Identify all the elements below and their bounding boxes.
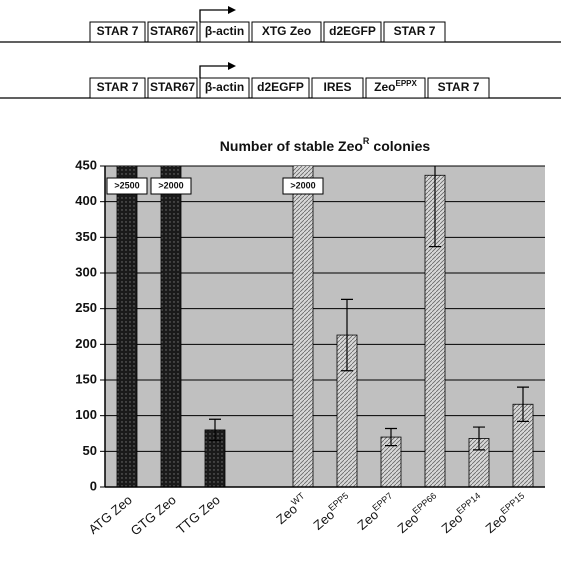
element-text: β-actin bbox=[205, 80, 244, 94]
construct-box bbox=[89, 21, 146, 43]
error-bar bbox=[341, 298, 353, 372]
category-sup: EPP14 bbox=[455, 491, 483, 517]
element-sup: EPPX bbox=[396, 79, 418, 88]
x-tick-label: GTG Zeo bbox=[128, 492, 179, 538]
x-tick-label: ZeoEPP66 bbox=[394, 491, 444, 536]
construct-label: STAR67 bbox=[150, 24, 195, 38]
construct-box bbox=[147, 21, 198, 43]
y-tick-label: 350 bbox=[75, 229, 97, 244]
construct-label: STAR67 bbox=[150, 80, 195, 94]
x-tick-label: ATG Zeo bbox=[86, 492, 135, 537]
bar bbox=[160, 166, 182, 488]
y-tick-label: 300 bbox=[75, 264, 97, 279]
y-tick-label: 100 bbox=[75, 407, 97, 422]
x-tick-label: ZeoEPP15 bbox=[482, 491, 532, 536]
category-sup: EPP7 bbox=[371, 491, 395, 513]
construct-label: IRES bbox=[323, 80, 351, 94]
category-text: TTG Zeo bbox=[174, 492, 223, 537]
element-text: STAR67 bbox=[150, 24, 195, 38]
x-tick-label: TTG Zeo bbox=[174, 492, 223, 537]
error-bar bbox=[517, 386, 529, 422]
element-text: STAR 7 bbox=[97, 80, 139, 94]
value-label: >2000 bbox=[290, 180, 315, 190]
category-sup: EPP66 bbox=[411, 491, 439, 517]
construct-box bbox=[199, 21, 250, 43]
construct-label: d2EGFP bbox=[329, 24, 376, 38]
element-text: STAR67 bbox=[150, 80, 195, 94]
construct-box bbox=[311, 77, 364, 99]
arrow-head bbox=[228, 62, 236, 70]
error-bar bbox=[473, 426, 485, 451]
construct-box bbox=[323, 21, 382, 43]
construct-label: STAR 7 bbox=[97, 24, 139, 38]
bars bbox=[116, 166, 534, 488]
element-text: IRES bbox=[323, 80, 351, 94]
arrow-head bbox=[228, 6, 236, 14]
bar bbox=[292, 166, 314, 488]
construct-label: β-actin bbox=[205, 24, 244, 38]
construct-box bbox=[365, 77, 426, 99]
element-text: STAR 7 bbox=[97, 24, 139, 38]
x-tick-label: ZeoEPP14 bbox=[438, 491, 488, 536]
x-tick-label: ZeoEPP5 bbox=[309, 491, 355, 533]
x-tick-label: ZeoEPP7 bbox=[353, 491, 399, 533]
value-label: >2000 bbox=[158, 180, 183, 190]
y-tick-label: 450 bbox=[75, 157, 97, 172]
value-label-box bbox=[150, 177, 192, 195]
title-end: colonies bbox=[373, 138, 430, 154]
y-tick-label: 200 bbox=[75, 336, 97, 351]
bar bbox=[116, 166, 138, 488]
category-sup: EPP15 bbox=[499, 491, 527, 517]
construct-box bbox=[383, 21, 446, 43]
error-bar bbox=[209, 418, 221, 442]
value-label-box bbox=[282, 177, 324, 195]
element-text: STAR 7 bbox=[394, 24, 436, 38]
element-text: d2EGFP bbox=[257, 80, 304, 94]
promoter-arrow bbox=[199, 9, 228, 22]
construct-label: β-actin bbox=[205, 80, 244, 94]
construct-box bbox=[251, 77, 310, 99]
promoter-arrow bbox=[199, 65, 228, 78]
element-text: XTG Zeo bbox=[262, 24, 311, 38]
construct-box bbox=[147, 77, 198, 99]
category-sup: EPP5 bbox=[327, 491, 351, 513]
x-tick-label: ZeoWT bbox=[272, 491, 311, 528]
construct-label: STAR 7 bbox=[394, 24, 436, 38]
y-tick-label: 250 bbox=[75, 300, 97, 315]
category-text: GTG Zeo bbox=[128, 492, 179, 538]
construct-label: STAR 7 bbox=[97, 80, 139, 94]
construct-label: ZeoEPPX bbox=[374, 79, 417, 94]
chart-title: Number of stable ZeoR colonies bbox=[220, 136, 431, 153]
construct-box bbox=[89, 77, 146, 99]
y-tick-label: 50 bbox=[83, 443, 97, 458]
y-tick-label: 0 bbox=[90, 478, 97, 493]
element-text: STAR 7 bbox=[438, 80, 480, 94]
construct-box bbox=[427, 77, 490, 99]
y-tick-label: 400 bbox=[75, 193, 97, 208]
value-label-box bbox=[106, 177, 148, 195]
title-sup: R bbox=[363, 136, 370, 146]
construct-label: d2EGFP bbox=[257, 80, 304, 94]
value-label: >2500 bbox=[114, 180, 139, 190]
element-text: β-actin bbox=[205, 24, 244, 38]
title-text: Number of stable Zeo bbox=[220, 138, 363, 154]
element-text: Zeo bbox=[374, 80, 395, 94]
construct-box bbox=[251, 21, 322, 43]
y-tick-label: 150 bbox=[75, 371, 97, 386]
construct-box bbox=[199, 77, 250, 99]
construct-label: STAR 7 bbox=[438, 80, 480, 94]
error-bar bbox=[385, 427, 397, 447]
error-bar bbox=[429, 166, 441, 248]
element-text: d2EGFP bbox=[329, 24, 376, 38]
category-text: ATG Zeo bbox=[86, 492, 135, 537]
construct-label: XTG Zeo bbox=[262, 24, 311, 38]
